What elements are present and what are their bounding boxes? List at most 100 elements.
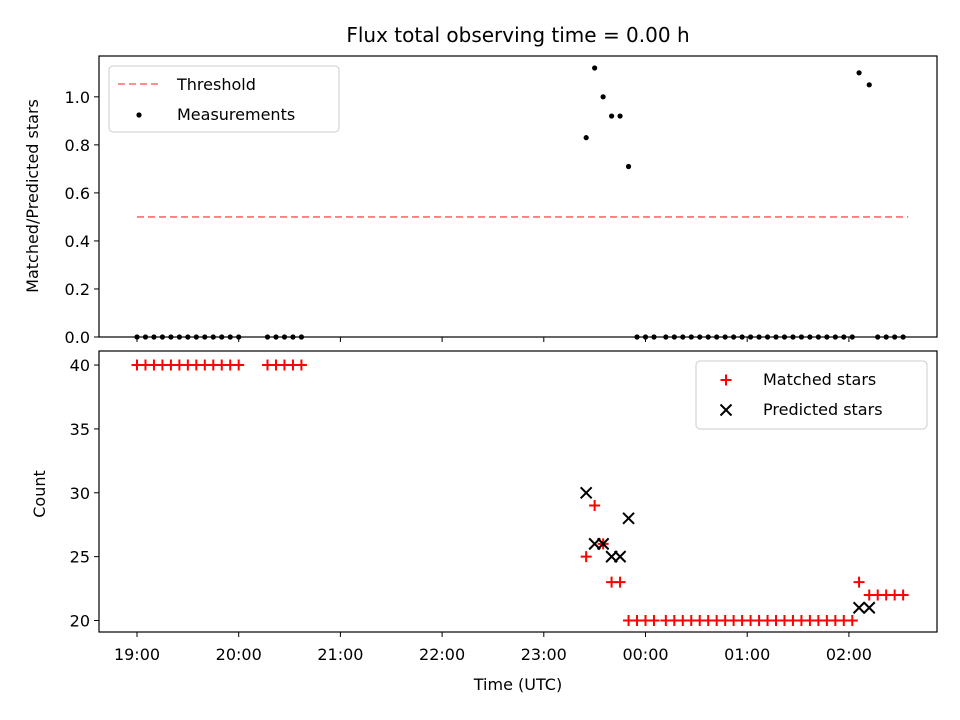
measurement-point <box>159 334 166 340</box>
measurement-point <box>185 334 191 340</box>
measurement-point <box>688 334 694 340</box>
measurement-point <box>219 334 225 340</box>
measurement-point <box>739 334 745 340</box>
predicted-star-point <box>579 486 593 499</box>
predicted-star-point <box>613 550 627 563</box>
y-tick-label: 40 <box>70 356 90 375</box>
legend-predicted-label: Predicted stars <box>763 400 883 419</box>
measurement-point <box>781 334 788 340</box>
measurement-point <box>824 334 830 340</box>
bottom-legend: Matched stars Predicted stars <box>695 360 928 430</box>
legend-threshold-label: Threshold <box>176 75 256 94</box>
x-axis-label: Time (UTC) <box>473 675 562 694</box>
matched-star-point <box>846 615 858 627</box>
measurement-point <box>600 94 606 100</box>
measurement-point <box>168 334 174 340</box>
y-tick-label: 0.6 <box>65 184 90 203</box>
x-tick-label: 01:00 <box>724 645 770 664</box>
matched-star-point <box>853 576 865 588</box>
measurement-point <box>583 135 589 141</box>
measurement-point <box>663 334 669 340</box>
measurement-point <box>290 334 296 340</box>
measurement-point <box>705 334 711 340</box>
legend-plus-marker <box>720 374 732 386</box>
y-tick-label: 25 <box>70 548 90 567</box>
measurement-point <box>134 334 140 340</box>
measurement-point <box>210 334 216 340</box>
measurement-point <box>625 163 632 170</box>
y-tick-label: 30 <box>70 484 90 503</box>
top-axes-frame <box>98 55 938 338</box>
measurement-point <box>722 334 728 340</box>
x-tick-label: 00:00 <box>622 645 668 664</box>
top-legend-box <box>108 65 340 133</box>
measurement-point <box>151 334 157 340</box>
bottom-y-axis-label: Count <box>30 470 49 518</box>
measurement-point <box>697 334 703 340</box>
bottom-y-ticks: 20 25 30 35 40 <box>70 356 99 631</box>
measurement-point <box>281 334 288 340</box>
measurement-point <box>671 334 677 340</box>
top-y-ticks: 0.0 0.2 0.4 0.6 0.8 1.0 <box>65 88 99 347</box>
measurement-point <box>849 334 855 340</box>
matched-star-point <box>897 589 909 601</box>
y-tick-label: 20 <box>70 612 90 631</box>
matched-star-point <box>648 615 660 627</box>
measurement-point <box>756 334 762 340</box>
predicted-star-point <box>852 601 866 614</box>
matched-star-point <box>580 551 592 563</box>
measurement-point <box>875 334 881 340</box>
x-tick-label: 19:00 <box>114 645 160 664</box>
measurement-point <box>202 334 208 340</box>
measurement-point <box>592 65 598 71</box>
measurement-point <box>634 334 640 340</box>
predicted-star-point <box>622 512 635 525</box>
bottom-legend-box <box>695 360 928 430</box>
measurement-point <box>193 334 199 340</box>
measurement-points <box>134 65 906 340</box>
measurement-point <box>807 334 813 340</box>
legend-predicted-swatch <box>719 403 733 417</box>
x-tick-label: 21:00 <box>317 645 363 664</box>
measurement-point <box>714 334 720 340</box>
measurement-point <box>176 334 182 340</box>
y-tick-label: 35 <box>70 420 90 439</box>
measurement-point <box>236 334 242 340</box>
legend-measurements-swatch <box>136 112 142 118</box>
predicted-star-point <box>863 601 876 614</box>
y-tick-label: 0.2 <box>65 280 90 299</box>
predicted-star-point <box>596 537 610 551</box>
x-tick-label: 02:00 <box>826 645 872 664</box>
measurement-point <box>883 334 889 340</box>
x-tick-label: 20:00 <box>216 645 262 664</box>
measurement-point <box>142 334 149 340</box>
measurement-point <box>841 334 847 340</box>
measurement-point <box>298 334 305 340</box>
legend-x-marker <box>719 403 733 417</box>
measurement-point <box>866 82 872 88</box>
count-points <box>131 359 909 627</box>
measurement-point <box>798 334 805 340</box>
top-y-axis-label: Matched/Predicted stars <box>23 99 42 293</box>
top-legend: Threshold Measurements <box>108 65 340 133</box>
measurement-point <box>790 334 796 340</box>
chart-title: Flux total observing time = 0.00 h <box>346 23 689 47</box>
measurement-point <box>651 334 657 340</box>
measurement-point <box>747 334 754 340</box>
x-tick-label: 23:00 <box>521 645 567 664</box>
legend-matched-label: Matched stars <box>763 370 876 389</box>
y-tick-label: 0.8 <box>65 136 90 155</box>
legend-matched-swatch <box>720 374 732 386</box>
top-axes: 0.0 0.2 0.4 0.6 0.8 1.0 Matched/Predicted sta… <box>23 55 938 347</box>
measurement-point <box>773 334 779 340</box>
y-tick-label: 0.4 <box>65 232 90 251</box>
bottom-axes: 20 25 30 35 40 19:00 20:00 21:00 22:00 23:00 00:0… <box>30 350 938 694</box>
measurement-point <box>264 334 271 340</box>
bottom-x-ticks: 19:00 20:00 21:00 22:00 23:00 00:00 01:00 02:00 <box>114 632 872 664</box>
matched-star-point <box>295 359 307 371</box>
matched-star-point <box>233 359 245 371</box>
measurement-point <box>764 334 771 340</box>
matched-star-point <box>614 576 626 588</box>
bottom-axes-frame <box>98 350 938 633</box>
